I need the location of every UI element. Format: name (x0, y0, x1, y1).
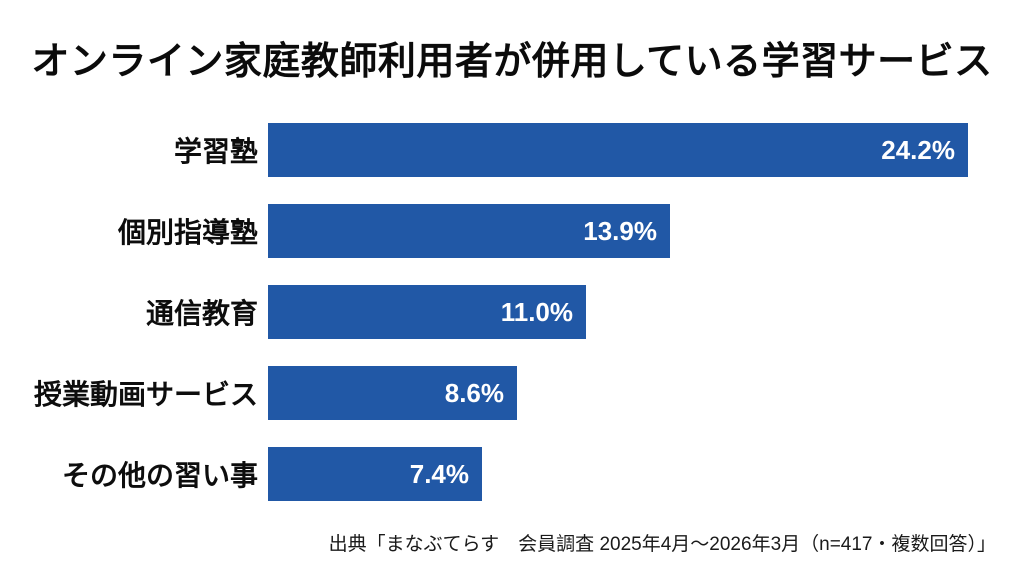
source-citation: 出典「まなぶてらす 会員調査 2025年4月～2026年3月（n=417・複数回… (328, 534, 996, 555)
bar-track: 13.9% (268, 204, 1024, 258)
bar-track: 8.6% (268, 366, 1024, 420)
bar: 13.9% (268, 204, 670, 258)
category-label: 授業動画サービス (33, 379, 258, 410)
bar: 11.0% (268, 285, 586, 339)
bar-track: 11.0% (268, 285, 1024, 339)
category-label: 個別指導塾 (117, 217, 258, 248)
bar-value-label: 13.9% (583, 215, 657, 246)
bar-value-label: 8.6% (444, 377, 504, 408)
chart-title: オンライン家庭教師利用者が併用している学習サービス (31, 41, 993, 83)
chart-row: 学習塾 24.2% (0, 123, 1024, 177)
bar: 24.2% (268, 123, 968, 177)
chart-row: 個別指導塾 13.9% (0, 204, 1024, 258)
category-label: 通信教育 (145, 298, 258, 329)
bar-value-label: 24.2% (881, 134, 955, 165)
bar: 7.4% (268, 447, 482, 501)
category-label: その他の習い事 (61, 460, 258, 491)
bar: 8.6% (268, 366, 517, 420)
bar-track: 24.2% (268, 123, 1024, 177)
bar-value-label: 11.0% (500, 296, 573, 327)
chart-row: その他の習い事 7.4% (0, 447, 1024, 501)
bar-chart: 学習塾 24.2% 個別指導塾 13.9% 通信教育 11.0% 授業動画サービス 8.6% そ… (0, 123, 1024, 501)
chart-row: 授業動画サービス 8.6% (0, 366, 1024, 420)
chart-row: 通信教育 11.0% (0, 285, 1024, 339)
bar-value-label: 7.4% (409, 458, 469, 489)
category-label: 学習塾 (173, 136, 258, 167)
bar-track: 7.4% (268, 447, 1024, 501)
